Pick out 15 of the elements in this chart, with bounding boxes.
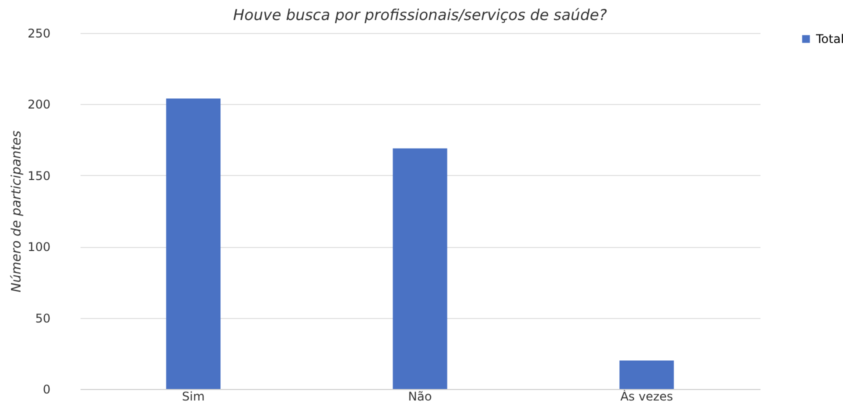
bar xyxy=(166,98,221,389)
x-tick-label: Às vezes xyxy=(620,388,674,404)
x-tick-label: Não xyxy=(408,390,432,404)
y-tick-label: 50 xyxy=(35,311,50,326)
bar xyxy=(619,360,674,389)
y-tick-label: 100 xyxy=(28,240,50,254)
y-axis-title: Número de participantes xyxy=(10,130,25,292)
chart-title: Houve busca por profissionais/serviços de saúde? xyxy=(233,6,607,24)
legend-label: Total xyxy=(815,32,843,46)
y-tick-label: 200 xyxy=(28,98,50,112)
y-tick-label: 250 xyxy=(28,26,50,40)
x-tick-label: Sim xyxy=(182,390,205,404)
bar xyxy=(392,148,448,389)
y-tick-label: 150 xyxy=(28,168,50,183)
y-tick-label: 0 xyxy=(42,382,50,396)
